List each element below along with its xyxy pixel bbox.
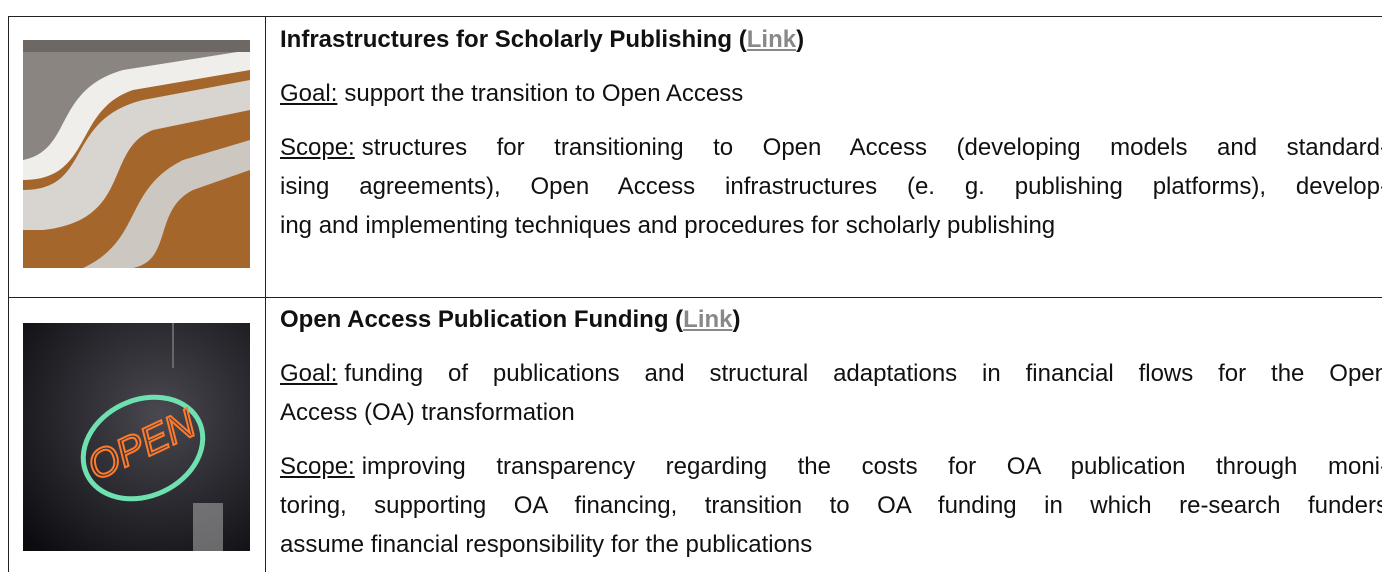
title-end: ) [796, 26, 805, 53]
scope-paragraph: Scope: improving transparency regarding t… [280, 447, 1382, 564]
title-end: ) [732, 306, 741, 333]
text-line: toring, supporting OA financing, transit… [280, 486, 1382, 525]
library-image [23, 40, 250, 268]
line-text: improving transparency regarding the cos… [361, 453, 1382, 480]
line-text: ing and implementing techniques and proc… [280, 212, 1056, 239]
table-border [8, 16, 9, 572]
goal-paragraph: Goal: funding of publications and structu… [280, 354, 1382, 432]
row-text: Open Access Publication Funding (Link) Go… [280, 300, 1382, 572]
title-text: Open Access Publication Funding ( [280, 306, 684, 333]
text-line: Scope: structures for transitioning to Op… [280, 128, 1382, 167]
text-line: Access (OA) transformation [280, 393, 1382, 432]
title-text: Infrastructures for Scholarly Publishing… [280, 26, 747, 53]
line-text: Access (OA) transformation [280, 399, 575, 426]
scope-label: Scope: [280, 453, 355, 480]
goal-label: Goal: [280, 360, 338, 387]
scope-label: Scope: [280, 134, 355, 161]
link[interactable]: Link [746, 26, 797, 53]
text-line: ising agreements), Open Access infrastru… [280, 167, 1382, 206]
row-text: Infrastructures for Scholarly Publishing… [280, 20, 1382, 260]
line-text: funding of publications and structural a… [344, 360, 1382, 387]
text-line: Scope: improving transparency regarding t… [280, 447, 1382, 486]
text-line: assume financial responsibility for the … [280, 525, 1382, 564]
table-border [8, 297, 1382, 298]
line-text: support the transition to Open Access [344, 80, 744, 107]
row-title: Open Access Publication Funding (Link) [280, 300, 1382, 339]
line-text: assume financial responsibility for the … [280, 531, 813, 558]
row-title: Infrastructures for Scholarly Publishing… [280, 20, 1382, 59]
goal-paragraph: Goal: support the transition to Open Acce… [280, 74, 1382, 113]
scope-paragraph: Scope: structures for transitioning to Op… [280, 128, 1382, 245]
link[interactable]: Link [683, 306, 733, 333]
line-text: toring, supporting OA financing, transit… [280, 492, 1382, 519]
table-border [265, 16, 266, 572]
table-border [8, 16, 1382, 17]
line-text: structures for transitioning to Open Acc… [361, 134, 1382, 161]
text-line: Goal: funding of publications and structu… [280, 354, 1382, 393]
open-sign-image: OPEN [23, 323, 250, 551]
line-text: ising agreements), Open Access infrastru… [280, 173, 1382, 200]
goal-label: Goal: [280, 80, 338, 107]
text-line: Goal: support the transition to Open Acce… [280, 74, 1382, 113]
text-line: ing and implementing techniques and proc… [280, 206, 1382, 245]
